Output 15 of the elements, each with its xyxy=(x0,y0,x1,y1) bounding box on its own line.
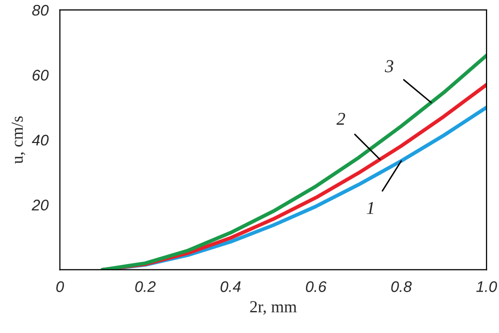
x-tick-label: 0.6 xyxy=(306,281,326,292)
annotation: 2 xyxy=(336,112,346,125)
x-tick-label: 1.0 xyxy=(476,281,498,292)
x-axis-title: 2r, mm xyxy=(250,301,297,315)
x-tick-label: 0.4 xyxy=(220,281,241,292)
y-tick-label: 60 xyxy=(32,70,49,81)
x-tick-label: 0.8 xyxy=(391,281,412,292)
y-tick-label: 80 xyxy=(32,4,49,16)
x-tick-label: 0 xyxy=(56,281,64,292)
annotation: 3 xyxy=(384,60,394,72)
y-tick-label: 20 xyxy=(32,200,49,210)
annotation: 1 xyxy=(366,202,374,214)
y-axis-title: u, cm/s xyxy=(12,116,26,164)
y-tick-label: 40 xyxy=(32,134,49,146)
x-tick-label: 0.2 xyxy=(135,281,156,292)
